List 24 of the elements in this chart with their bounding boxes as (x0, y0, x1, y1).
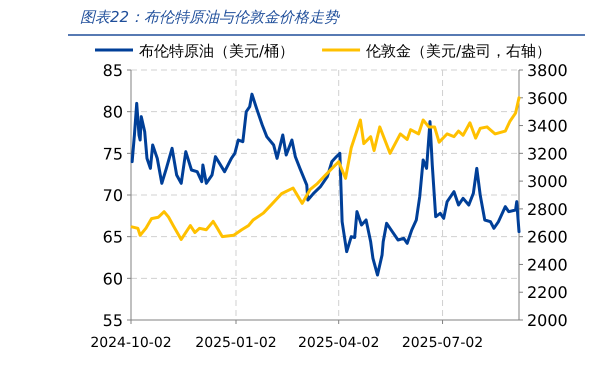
chart-title: 图表22：布伦特原油与伦敦金价格走势 (80, 8, 342, 26)
y2-tick-label: 2000 (527, 311, 568, 330)
y-tick-label: 85 (102, 61, 123, 80)
legend-label: 伦敦金（美元/盎司，右轴） (366, 42, 552, 60)
y-tick-label: 75 (102, 144, 123, 164)
y2-tick-label: 2600 (527, 228, 568, 247)
x-tick-label: 2024-10-02 (90, 335, 172, 351)
y2-tick-label: 2400 (527, 255, 568, 274)
y2-tick-label: 3800 (527, 61, 568, 80)
x-tick-label: 2025-01-02 (195, 335, 277, 351)
y2-tick-label: 3200 (527, 144, 568, 164)
y2-tick-label: 3000 (527, 172, 568, 192)
y2-tick-label: 2200 (527, 283, 568, 302)
y2-tick-label: 2800 (527, 200, 568, 219)
y2-tick-label: 3600 (527, 88, 568, 108)
y-tick-label: 65 (102, 228, 123, 247)
x-tick-label: 2025-04-02 (298, 335, 380, 351)
legend-label: 布伦特原油（美元/桶） (139, 42, 294, 60)
y-tick-label: 55 (102, 311, 123, 330)
x-tick-label: 2025-07-02 (402, 335, 484, 351)
y-tick-label: 70 (102, 186, 123, 205)
y2-tick-label: 3400 (527, 116, 568, 136)
y-tick-label: 80 (102, 102, 123, 122)
y-tick-label: 60 (102, 269, 123, 288)
